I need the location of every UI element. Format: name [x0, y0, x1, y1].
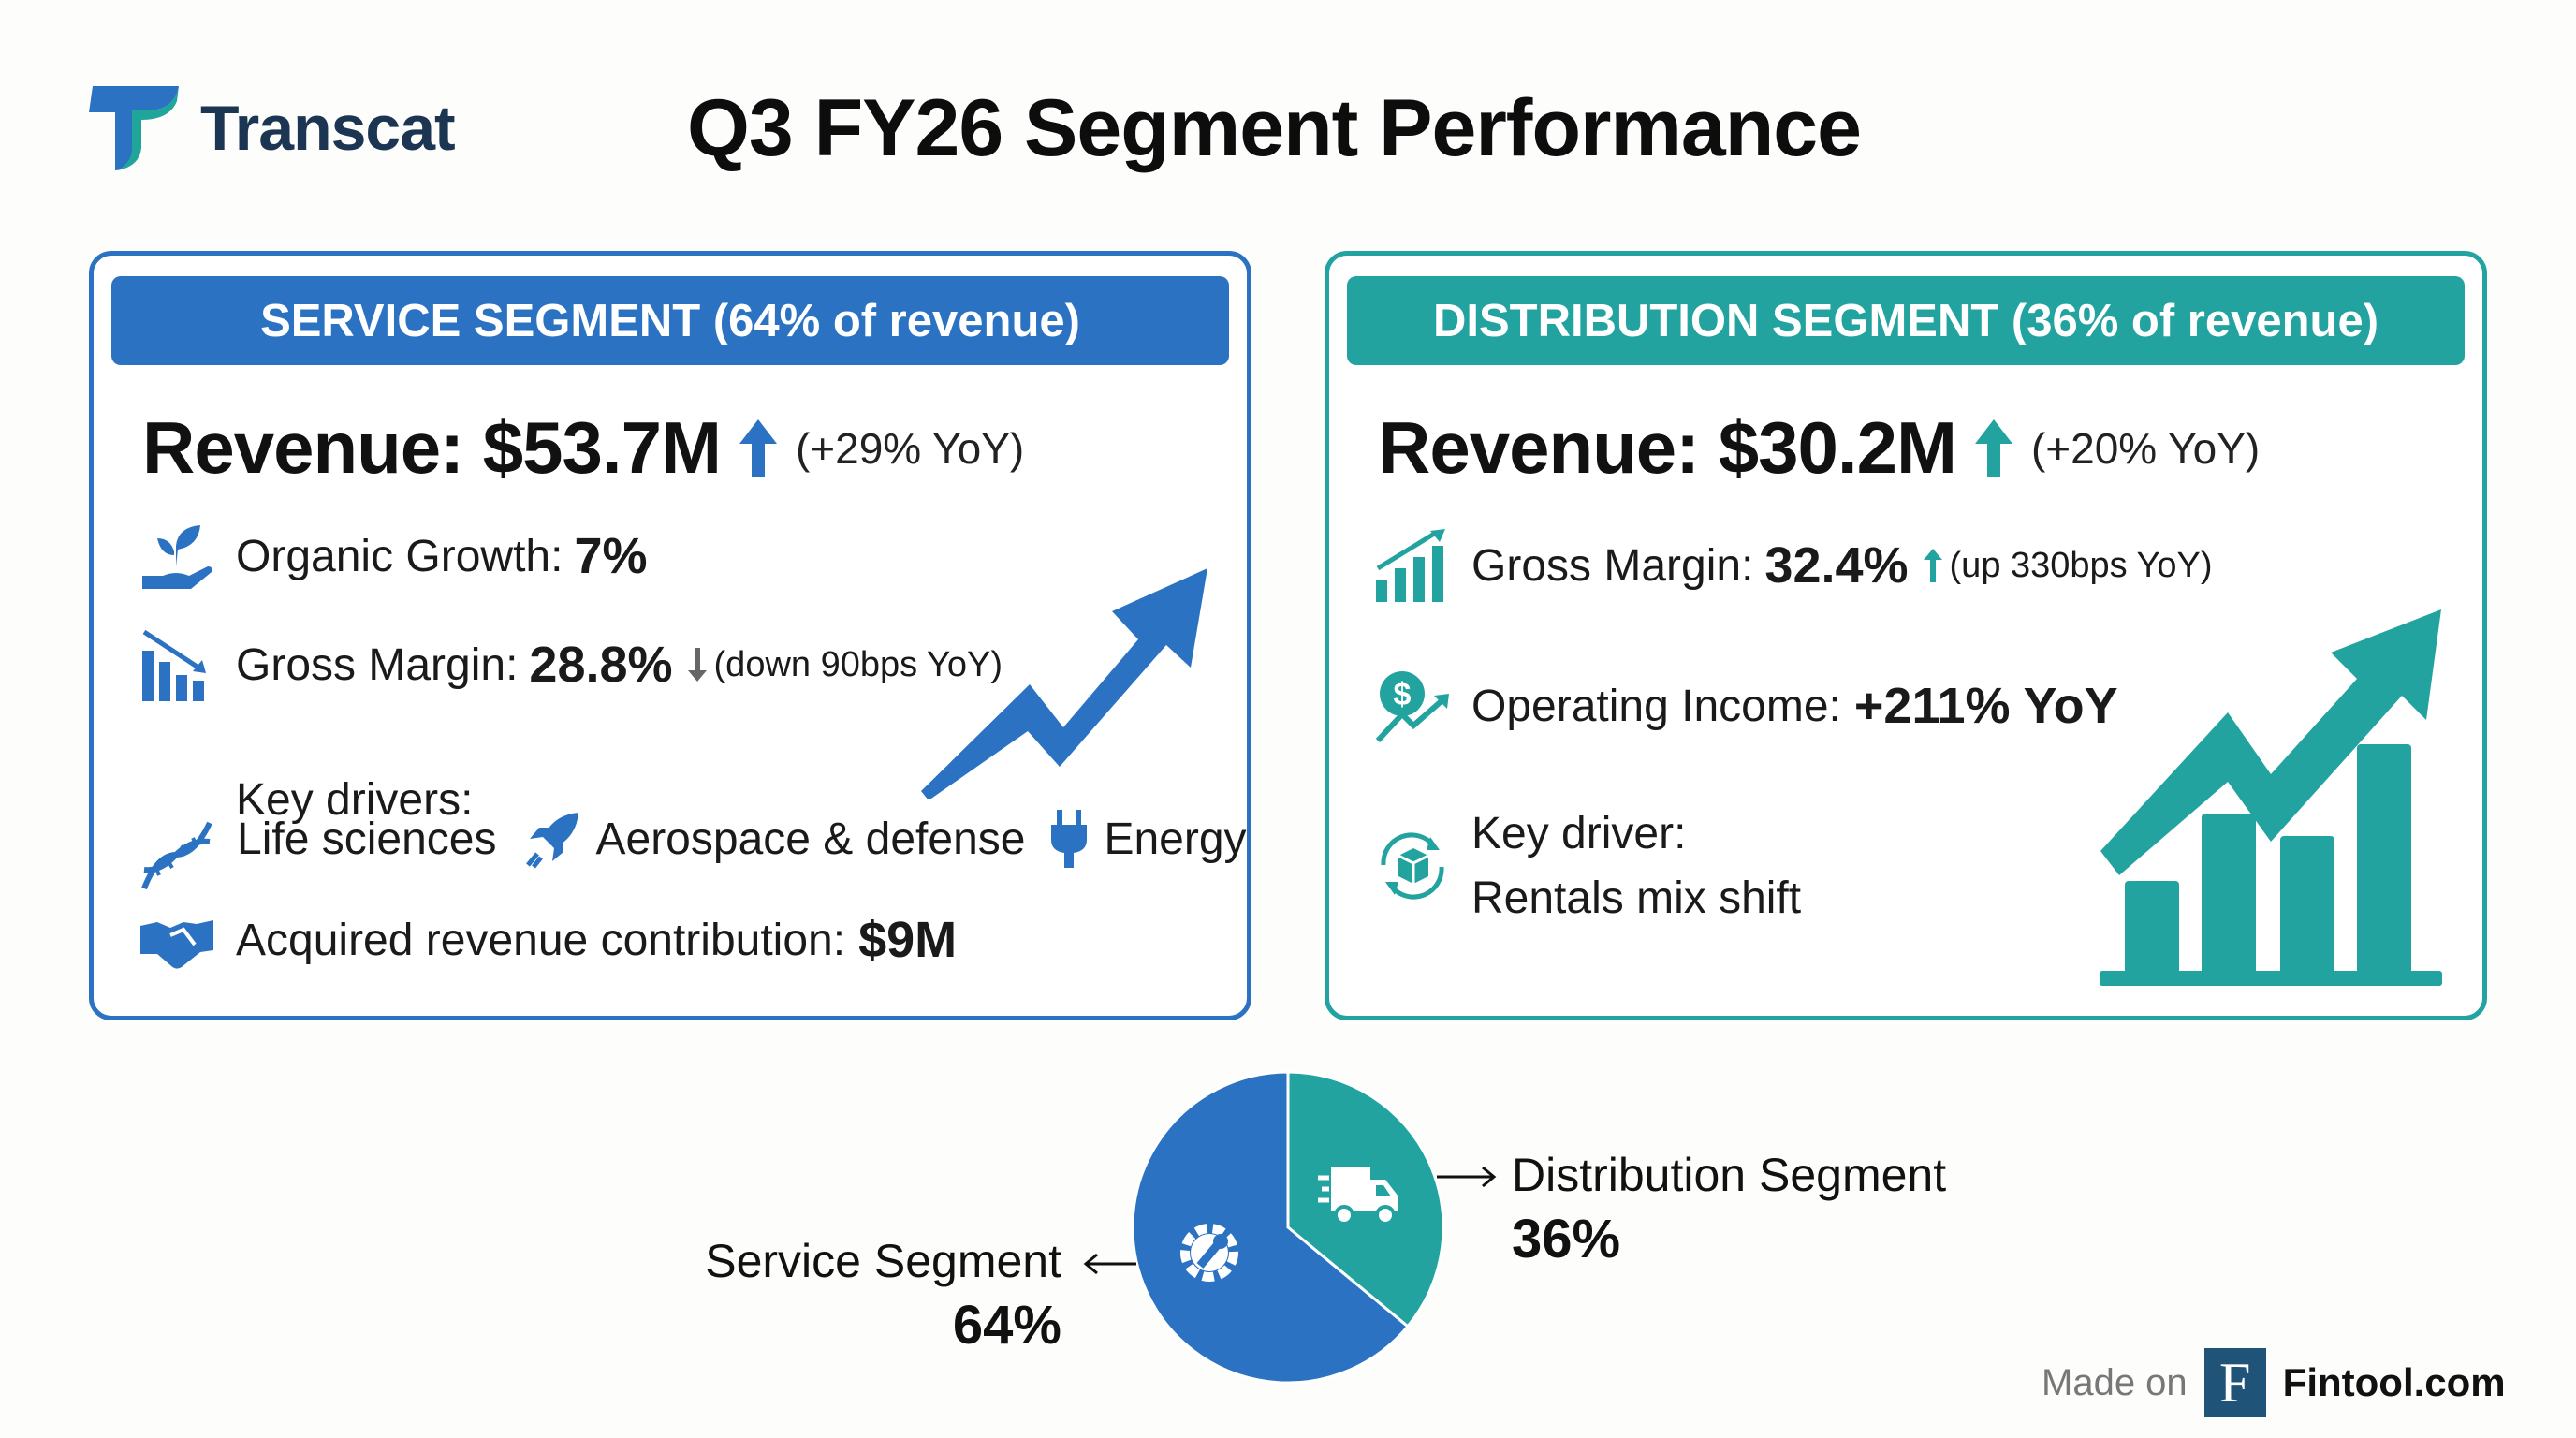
service-gm-change: (down 90bps YoY)	[713, 644, 1003, 684]
operating-income-label: Operating Income:	[1471, 681, 1841, 731]
service-revenue-value: Revenue: $53.7M	[142, 406, 722, 489]
pie-slice-service-segment	[1131, 1070, 1411, 1385]
service-pie-label: Service Segment 64%	[705, 1234, 1061, 1357]
transcat-logo-icon	[89, 86, 179, 170]
made-on-text: Made on	[2042, 1361, 2188, 1403]
illustration-baseline	[2100, 971, 2442, 986]
driver-life-sciences: Life sciences	[237, 814, 497, 864]
made-on-fintool[interactable]: Made on F Fintool.com	[2042, 1348, 2506, 1417]
service-revenue-change: (+29% YoY)	[795, 423, 1025, 473]
service-segment-heading: SERVICE SEGMENT (64% of revenue)	[111, 276, 1229, 365]
dollar-growth-icon: $	[1375, 671, 1449, 743]
acquired-revenue-row: Acquired revenue contribution: $9M	[139, 902, 957, 978]
delivery-truck-icon	[1318, 1167, 1398, 1225]
illustration-bar	[2357, 744, 2411, 975]
key-driver-row: Key driver: Rentals mix shift	[1374, 808, 1801, 924]
page-title: Q3 FY26 Segment Performance	[687, 83, 1862, 173]
illustration-bar	[2202, 814, 2256, 975]
distribution-gm-value: 32.4%	[1764, 537, 1909, 594]
operating-income-value: +211% YoY	[1853, 678, 2118, 734]
acquired-revenue-label: Acquired revenue contribution:	[236, 915, 846, 965]
distribution-percent: 36%	[1512, 1209, 1621, 1269]
key-driver-label: Key driver:	[1471, 809, 1687, 858]
distribution-revenue-change: (+20% YoY)	[2030, 423, 2261, 473]
distribution-gm-label: Gross Margin:	[1471, 540, 1754, 591]
distribution-label: Distribution Segment	[1512, 1149, 1947, 1201]
handshake-icon	[140, 920, 213, 969]
growth-bar-chart-illustration	[2100, 609, 2442, 986]
service-gm-label: Gross Margin:	[236, 639, 519, 690]
service-pointer-arrow	[1083, 1253, 1136, 1275]
arrow-up-icon	[1974, 418, 2012, 477]
organic-growth-row: Organic Growth: 7%	[139, 518, 648, 594]
rising-bar-chart-icon	[1376, 529, 1445, 602]
distribution-pointer-arrow	[1437, 1166, 1497, 1188]
key-drivers-label: Key drivers:	[236, 774, 474, 825]
arrow-down-icon	[687, 648, 707, 682]
growth-arrow-illustration	[921, 568, 1208, 799]
rental-cycle-box-icon	[1381, 832, 1444, 900]
service-revenue: Revenue: $53.7M (+29% YoY)	[142, 405, 1024, 491]
distribution-segment-heading: DISTRIBUTION SEGMENT (36% of revenue)	[1347, 276, 2465, 365]
distribution-gm-change: (up 330bps YoY)	[1949, 545, 2213, 585]
arrow-up-icon	[1923, 549, 1942, 582]
drivers-list: Life sciences Aerospace & defense Energy	[237, 808, 1247, 870]
plant-hand-icon	[142, 525, 212, 589]
declining-bar-chart-icon	[142, 629, 206, 701]
distribution-revenue: Revenue: $30.2M (+20% YoY)	[1378, 405, 2260, 491]
service-label: Service Segment	[705, 1235, 1061, 1287]
service-gm-value: 28.8%	[529, 637, 673, 693]
brand-name: Transcat	[200, 93, 456, 164]
distribution-segment-card: DISTRIBUTION SEGMENT (36% of revenue) Re…	[1325, 251, 2487, 1020]
organic-growth-value: 7%	[574, 528, 648, 584]
rocket-icon	[526, 813, 579, 869]
svg-text:$: $	[1394, 677, 1412, 712]
illustration-bar	[2280, 836, 2334, 975]
service-gross-margin-row: Gross Margin: 28.8% (down 90bps YoY)	[139, 626, 1003, 703]
distribution-gross-margin-row: Gross Margin: 32.4% (up 330bps YoY)	[1374, 527, 2213, 604]
distribution-revenue-value: Revenue: $30.2M	[1378, 406, 1957, 489]
driver-energy: Energy	[1104, 814, 1247, 864]
organic-growth-label: Organic Growth:	[236, 531, 564, 581]
fintool-site: Fintool.com	[2282, 1360, 2506, 1404]
arrow-up-icon	[739, 418, 777, 477]
key-drivers-row: Key drivers:	[139, 761, 473, 894]
gear-wrench-icon	[1180, 1224, 1238, 1282]
service-segment-card: SERVICE SEGMENT (64% of revenue) Revenue…	[89, 251, 1251, 1020]
service-percent: 64%	[952, 1295, 1061, 1356]
key-driver-value: Rentals mix shift	[1471, 873, 1802, 923]
acquired-revenue-value: $9M	[858, 912, 958, 968]
distribution-pie-label: Distribution Segment 36%	[1512, 1148, 1946, 1270]
driver-aerospace: Aerospace & defense	[595, 814, 1026, 864]
operating-income-row: $ Operating Income: +211% YoY	[1374, 668, 2118, 744]
power-plug-icon	[1051, 810, 1088, 868]
dna-icon	[141, 821, 212, 890]
illustration-bar	[2125, 881, 2179, 975]
fintool-logo-icon: F	[2203, 1348, 2266, 1417]
illustration-arrow	[2100, 609, 2441, 875]
